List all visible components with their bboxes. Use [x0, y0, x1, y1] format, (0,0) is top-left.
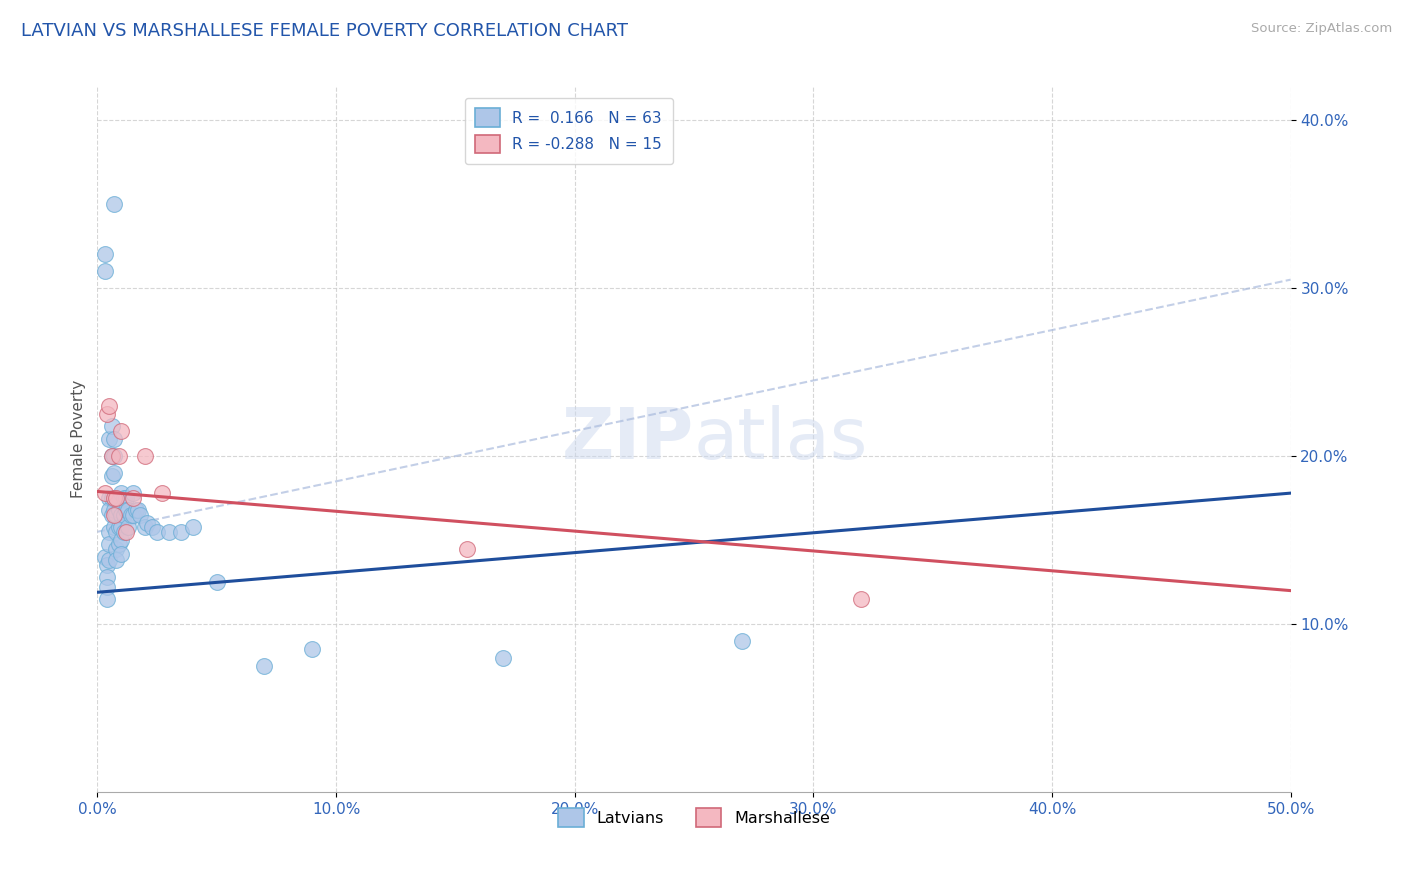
Point [105, 541, 128, 556]
Point [103, 508, 125, 522]
Point [141, 520, 163, 534]
Point [134, 449, 156, 463]
Point [112, 524, 135, 539]
Point [93, 549, 115, 564]
Point [96, 558, 118, 573]
Point [98, 553, 121, 567]
Point [105, 524, 128, 539]
Point [150, 486, 173, 500]
Point [110, 520, 132, 534]
Point [105, 491, 128, 505]
Point [103, 491, 125, 505]
Point [98, 433, 121, 447]
Point [157, 524, 180, 539]
Point [100, 449, 122, 463]
Point [127, 503, 149, 517]
Point [170, 524, 193, 539]
Point [456, 541, 478, 556]
Legend: Latvians, Marshallese: Latvians, Marshallese [551, 802, 837, 834]
Text: atlas: atlas [695, 405, 869, 474]
Text: ZIP: ZIP [562, 405, 695, 474]
Point [110, 533, 132, 548]
Text: LATVIAN VS MARSHALLESE FEMALE POVERTY CORRELATION CHART: LATVIAN VS MARSHALLESE FEMALE POVERTY CO… [21, 22, 628, 40]
Point [731, 634, 754, 648]
Point [103, 197, 125, 211]
Point [136, 516, 159, 531]
Point [134, 520, 156, 534]
Point [93, 486, 115, 500]
Point [98, 491, 121, 505]
Point [110, 486, 132, 500]
Point [108, 536, 131, 550]
Point [108, 503, 131, 517]
Point [108, 449, 131, 463]
Point [117, 520, 139, 534]
Point [108, 520, 131, 534]
Point [205, 575, 228, 590]
Point [110, 424, 132, 438]
Point [100, 449, 122, 463]
Point [96, 580, 118, 594]
Point [105, 508, 128, 522]
Point [100, 469, 122, 483]
Point [115, 491, 138, 505]
Point [103, 449, 125, 463]
Point [124, 503, 146, 517]
Point [849, 592, 872, 607]
Point [100, 418, 122, 433]
Point [103, 466, 125, 480]
Point [100, 508, 122, 522]
Point [129, 508, 152, 522]
Point [253, 659, 276, 673]
Point [110, 508, 132, 522]
Point [93, 264, 115, 278]
Point [98, 536, 121, 550]
Point [103, 433, 125, 447]
Point [103, 520, 125, 534]
Point [96, 570, 118, 584]
Point [122, 491, 145, 505]
Point [98, 503, 121, 517]
Point [112, 491, 135, 505]
Point [492, 650, 515, 665]
Point [122, 508, 145, 522]
Point [146, 524, 169, 539]
Text: Source: ZipAtlas.com: Source: ZipAtlas.com [1251, 22, 1392, 36]
Point [105, 553, 128, 567]
Point [112, 508, 135, 522]
Point [120, 508, 142, 522]
Point [96, 592, 118, 607]
Point [93, 247, 115, 261]
Point [105, 491, 128, 505]
Point [110, 547, 132, 561]
Point [98, 524, 121, 539]
Point [117, 503, 139, 517]
Point [100, 491, 122, 505]
Point [98, 399, 121, 413]
Point [115, 503, 138, 517]
Point [122, 486, 145, 500]
Point [181, 520, 204, 534]
Point [103, 491, 125, 505]
Y-axis label: Female Poverty: Female Poverty [72, 380, 86, 499]
Point [301, 642, 323, 657]
Point [96, 407, 118, 421]
Point [115, 524, 138, 539]
Point [103, 503, 125, 517]
